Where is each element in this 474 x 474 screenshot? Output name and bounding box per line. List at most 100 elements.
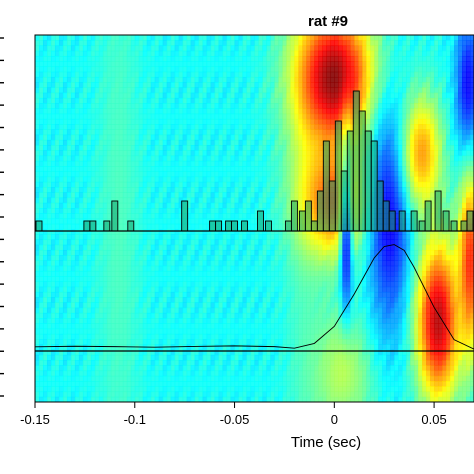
heatmap-cell [258, 181, 264, 188]
heatmap-cell [74, 239, 80, 246]
heatmap-cell [54, 192, 60, 199]
heatmap-cell [106, 249, 112, 256]
heatmap-cell [126, 249, 132, 256]
heatmap-cell [402, 55, 407, 62]
heatmap-cell [35, 76, 40, 83]
heatmap-cell [270, 208, 276, 214]
heatmap-cell [438, 265, 443, 272]
heatmap-cell [114, 150, 120, 157]
heatmap-cell [198, 40, 204, 47]
heatmap-cell [350, 35, 355, 41]
heatmap-cell [450, 213, 455, 220]
heatmap-cell [370, 50, 375, 57]
heatmap-cell [158, 113, 164, 120]
heatmap-cell [370, 35, 375, 41]
heatmap-cell [154, 97, 160, 104]
heatmap-cell [54, 244, 60, 251]
heatmap-cell [70, 255, 76, 262]
heatmap-cell [35, 118, 40, 125]
heatmap-cell [170, 103, 176, 109]
heatmap-cell [450, 160, 455, 167]
heatmap-cell [82, 197, 88, 204]
heatmap-cell [166, 55, 172, 62]
heatmap-cell [366, 82, 371, 89]
heatmap-cell [138, 40, 144, 47]
heatmap-cell [258, 155, 264, 162]
heatmap-cell [210, 270, 216, 277]
heatmap-cell [202, 223, 208, 230]
heatmap-cell [194, 40, 200, 47]
heatmap-cell [218, 192, 224, 199]
heatmap-cell [390, 260, 395, 267]
heatmap-cell [294, 171, 299, 178]
heatmap-cell [198, 50, 204, 57]
heatmap-cell [38, 50, 44, 57]
heatmap-cell [74, 97, 80, 104]
heatmap-cell [274, 55, 280, 62]
heatmap-cell [270, 223, 276, 230]
heatmap-cell [154, 239, 160, 246]
heatmap-cell [418, 192, 423, 199]
heatmap-cell [406, 71, 411, 78]
heatmap-cell [442, 71, 447, 78]
heatmap-cell [54, 218, 60, 225]
heatmap-cell [202, 260, 208, 267]
heatmap-cell [82, 145, 88, 151]
heatmap-cell [390, 150, 395, 157]
heatmap-cell [446, 129, 451, 136]
heatmap-cell [258, 239, 264, 246]
heatmap-cell [206, 50, 212, 57]
heatmap-cell [178, 61, 184, 68]
heatmap-cell [466, 113, 471, 120]
heatmap-cell [350, 76, 355, 83]
heatmap-cell [102, 244, 108, 251]
heatmap-cell [158, 87, 164, 94]
heatmap-cell [54, 249, 60, 256]
heatmap-cell [406, 61, 411, 68]
heatmap-cell [114, 113, 120, 120]
heatmap-cell [242, 234, 248, 241]
heatmap-cell [450, 45, 455, 52]
heatmap-cell [314, 155, 319, 162]
heatmap-cell [334, 50, 339, 57]
heatmap-cell [446, 265, 451, 272]
heatmap-cell [438, 181, 443, 188]
heatmap-cell [330, 71, 335, 78]
heatmap-cell [446, 192, 451, 199]
heatmap-cell [186, 265, 192, 272]
heatmap-cell [270, 134, 276, 141]
heatmap-cell [198, 202, 204, 209]
heatmap-cell [58, 155, 64, 162]
heatmap-cell [62, 129, 68, 136]
heatmap-cell [390, 265, 395, 272]
heatmap-cell [66, 103, 72, 109]
heatmap-cell [374, 45, 379, 52]
heatmap-cell [210, 76, 216, 83]
heatmap-cell [142, 223, 148, 230]
heatmap-cell [422, 61, 427, 68]
heatmap-cell [454, 145, 459, 151]
heatmap-cell [90, 187, 96, 193]
heatmap-cell [386, 76, 391, 83]
heatmap-cell [458, 108, 463, 115]
heatmap-cell [418, 187, 423, 193]
heatmap-cell [150, 92, 156, 99]
heatmap-cell [46, 223, 52, 230]
heatmap-cell [134, 208, 140, 214]
heatmap-cell [250, 40, 256, 47]
heatmap-cell [162, 202, 168, 209]
heatmap-cell [126, 87, 132, 94]
heatmap-cell [270, 176, 276, 183]
heatmap-cell [270, 249, 276, 256]
heatmap-cell [90, 139, 96, 146]
heatmap-cell [62, 55, 68, 62]
heatmap-cell [390, 92, 395, 99]
heatmap-cell [262, 40, 268, 47]
heatmap-cell [402, 124, 407, 130]
heatmap-cell [66, 108, 72, 115]
heatmap-cell [70, 87, 76, 94]
heatmap-cell [430, 129, 435, 136]
heatmap-cell [78, 150, 84, 157]
heatmap-cell [70, 171, 76, 178]
heatmap-cell [330, 166, 335, 172]
